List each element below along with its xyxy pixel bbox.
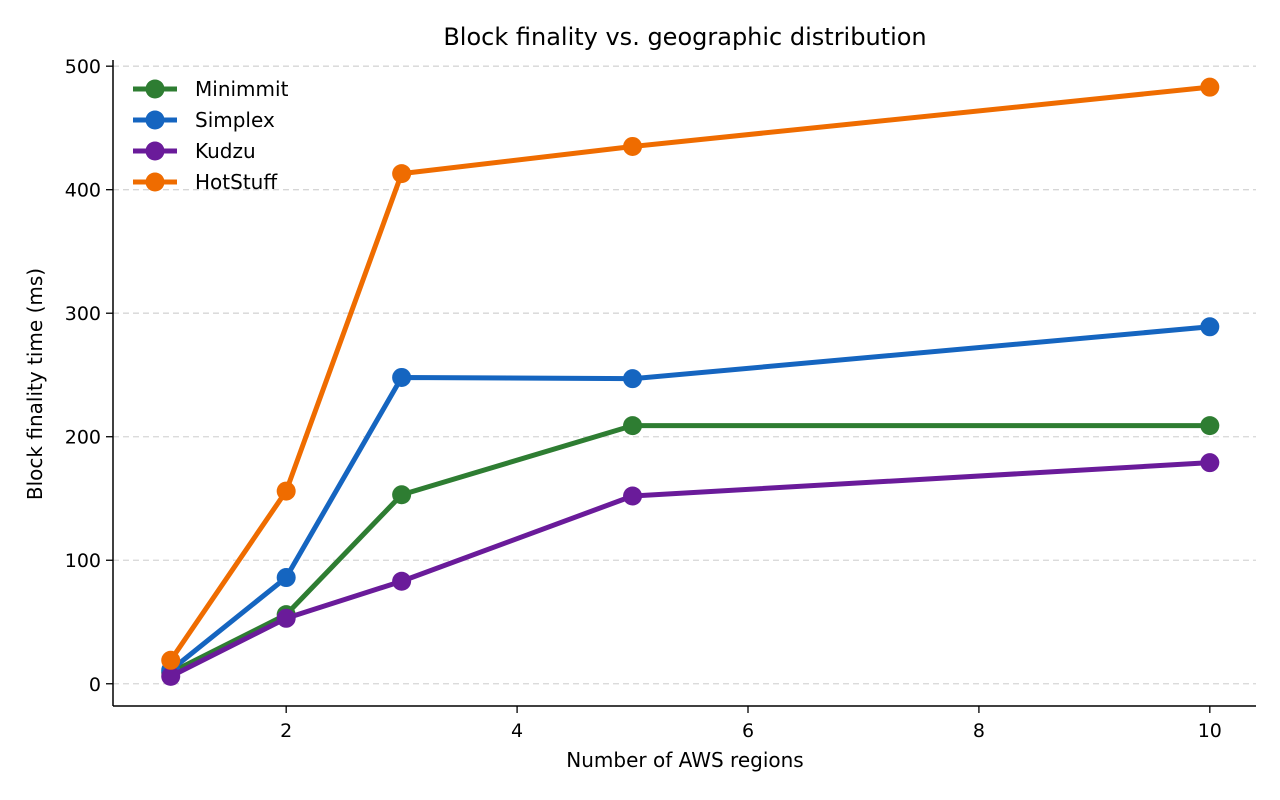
legend-label-simplex: Simplex [195,108,275,132]
series-simplex [161,317,1220,680]
series-hotstuff [161,77,1220,670]
legend-swatch-marker [145,79,165,99]
series-group [161,77,1220,686]
x-tick-label: 2 [280,720,292,742]
chart-title: Block finality vs. geographic distributi… [443,23,926,51]
y-axis-label: Block finality time (ms) [23,268,47,500]
y-tick-label: 0 [89,674,101,696]
data-point-hotstuff [623,136,643,156]
data-point-kudzu [276,608,296,628]
legend-swatch-marker [145,110,165,130]
data-point-hotstuff [276,481,296,501]
legend-item-minimmit: Minimmit [133,77,289,101]
data-point-simplex [623,369,643,389]
data-point-kudzu [161,666,181,686]
y-tick-label: 400 [65,180,101,202]
legend-item-simplex: Simplex [133,108,275,132]
data-point-minimmit [623,416,643,436]
data-point-kudzu [1200,453,1220,473]
data-point-hotstuff [392,164,412,184]
axes [106,60,1256,713]
tick-labels: 0 100 200 300 400 500 2 4 6 8 10 [65,56,1222,742]
x-tick-label: 8 [973,720,985,742]
legend-item-kudzu: Kudzu [133,139,256,163]
data-point-hotstuff [1200,77,1220,97]
data-point-simplex [276,568,296,588]
x-axis-label: Number of AWS regions [566,748,803,772]
series-minimmit [161,416,1220,683]
data-point-minimmit [1200,416,1220,436]
data-point-simplex [1200,317,1220,337]
legend-label-kudzu: Kudzu [195,139,256,163]
y-tick-label: 500 [65,56,101,78]
y-tick-label: 200 [65,427,101,449]
series-kudzu [161,453,1220,686]
legend-label-hotstuff: HotStuff [195,170,278,194]
data-point-kudzu [623,486,643,506]
data-point-simplex [392,367,412,387]
x-tick-label: 10 [1198,720,1222,742]
x-tick-label: 4 [511,720,523,742]
y-tick-label: 300 [65,303,101,325]
legend-label-minimmit: Minimmit [195,77,289,101]
legend: Minimmit Simplex Kudzu HotStuff [133,77,289,194]
legend-swatch-marker [145,141,165,161]
data-point-hotstuff [161,650,181,670]
data-point-kudzu [392,571,412,591]
legend-swatch-marker [145,172,165,192]
legend-item-hotstuff: HotStuff [133,170,278,194]
data-point-minimmit [392,485,412,505]
x-tick-label: 6 [742,720,754,742]
series-line-minimmit [168,423,1213,676]
y-tick-label: 100 [65,550,101,572]
